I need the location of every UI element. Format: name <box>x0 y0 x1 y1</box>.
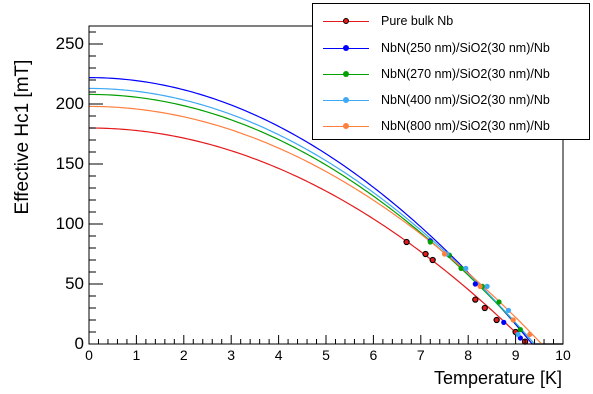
series-markers <box>403 238 533 345</box>
x-tick-label: 8 <box>464 347 472 363</box>
data-point <box>441 251 448 257</box>
data-point <box>422 250 429 258</box>
x-tick-label: 3 <box>227 347 235 363</box>
x-tick-label: 2 <box>180 347 188 363</box>
legend-label: NbN(400 nm)/SiO2(30 nm)/Nb <box>381 93 550 107</box>
series-line <box>88 93 563 345</box>
data-point <box>477 283 483 289</box>
y-tick-label: 200 <box>56 94 84 113</box>
data-point <box>496 299 502 305</box>
data-point <box>463 265 469 271</box>
data-point <box>472 296 479 303</box>
legend-label: Pure bulk Nb <box>381 14 454 28</box>
data-point <box>501 319 507 325</box>
series-line <box>88 127 563 345</box>
series-line <box>88 105 563 345</box>
x-tick-label: 1 <box>133 347 141 363</box>
legend-marker-swatch <box>343 71 349 77</box>
data-point <box>505 307 512 313</box>
y-tick-label: 250 <box>56 34 84 53</box>
legend-label: NbN(270 nm)/SiO2(30 nm)/Nb <box>381 67 550 81</box>
data-point <box>429 256 436 264</box>
legend-entry: Pure bulk Nb <box>313 12 589 32</box>
legend-label: NbN(800 nm)/SiO2(30 nm)/Nb <box>381 119 550 133</box>
y-tick-label: 100 <box>56 214 84 233</box>
legend-marker-swatch <box>343 123 349 129</box>
data-point <box>527 331 533 337</box>
data-point <box>481 304 488 312</box>
data-point <box>515 331 521 337</box>
legend: Pure bulk Nb NbN(250 nm)/SiO2(30 nm)/Nb … <box>312 3 590 140</box>
legend-marker-swatch <box>343 45 349 51</box>
x-tick-label: 9 <box>512 347 520 363</box>
x-tick-label: 0 <box>85 347 93 363</box>
legend-entry: NbN(800 nm)/SiO2(30 nm)/Nb <box>313 117 589 137</box>
x-tick-label: 6 <box>370 347 378 363</box>
legend-entry: NbN(270 nm)/SiO2(30 nm)/Nb <box>313 65 589 85</box>
data-point <box>517 327 523 333</box>
data-point <box>458 265 464 271</box>
series-line <box>88 77 563 345</box>
x-tick-label: 7 <box>417 347 425 363</box>
data-point <box>493 316 500 324</box>
legend-entry: NbN(250 nm)/SiO2(30 nm)/Nb <box>313 39 589 59</box>
data-point <box>427 239 433 245</box>
data-point <box>510 317 516 323</box>
y-tick-label: 0 <box>75 334 84 353</box>
x-tick-label: 5 <box>322 347 330 363</box>
data-point <box>484 283 490 289</box>
data-point <box>403 238 410 246</box>
x-axis-label: Temperature [K] <box>433 368 562 388</box>
y-tick-label: 150 <box>56 154 84 173</box>
x-tick-label: 4 <box>275 347 283 363</box>
y-tick-label: 50 <box>65 274 84 293</box>
legend-marker-swatch <box>343 97 349 103</box>
x-tick-label: 10 <box>555 347 571 363</box>
legend-label: NbN(250 nm)/SiO2(30 nm)/Nb <box>381 41 550 55</box>
legend-marker-swatch <box>343 18 349 24</box>
legend-entry: NbN(400 nm)/SiO2(30 nm)/Nb <box>313 91 589 111</box>
data-point <box>472 281 478 287</box>
y-axis-label: Effective Hc1 [mT] <box>12 59 33 215</box>
